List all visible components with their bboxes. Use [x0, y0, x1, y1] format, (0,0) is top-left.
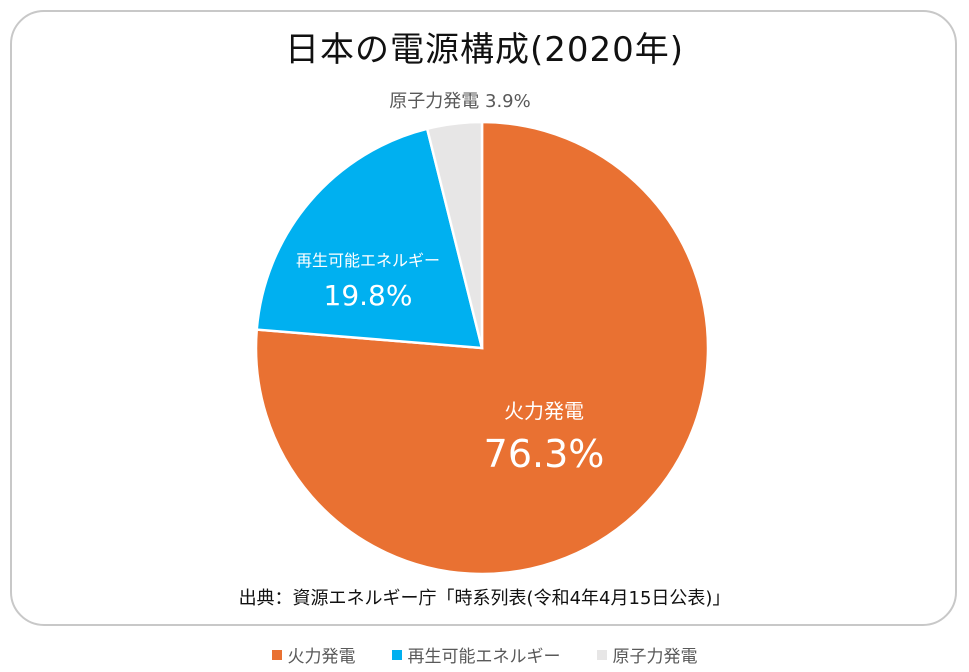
data-label-renewable-name: 再生可能エネルギー: [296, 251, 440, 270]
legend-label-thermal: 火力発電: [287, 647, 356, 667]
legend-swatch-nuclear: [596, 649, 607, 660]
legend-label-renewable: 再生可能エネルギー: [407, 647, 561, 667]
data-label-nuclear: 原子力発電 3.9%: [389, 91, 530, 112]
legend-item-thermal: 火力発電: [271, 642, 356, 667]
pie-slice-renewable: [255, 127, 484, 350]
source-note: 出典：資源エネルギー庁「時系列表(令和4年4月15日公表)」: [238, 588, 731, 609]
legend-swatch-thermal: [271, 649, 282, 660]
data-label-thermal-name: 火力発電: [504, 399, 584, 423]
legend-label-nuclear: 原子力発電: [612, 647, 698, 667]
legend-swatch-renewable: [391, 649, 402, 660]
legend: 火力発電 再生可能エネルギー 原子力発電: [0, 642, 969, 667]
chart-title: 日本の電源構成(2020年): [284, 30, 685, 70]
legend-item-nuclear: 原子力発電: [596, 642, 698, 667]
data-label-thermal-value: 76.3%: [484, 432, 605, 476]
pie-slice-nuclear: [425, 120, 484, 349]
legend-item-renewable: 再生可能エネルギー: [391, 642, 561, 667]
data-label-renewable-value: 19.8%: [324, 279, 413, 312]
